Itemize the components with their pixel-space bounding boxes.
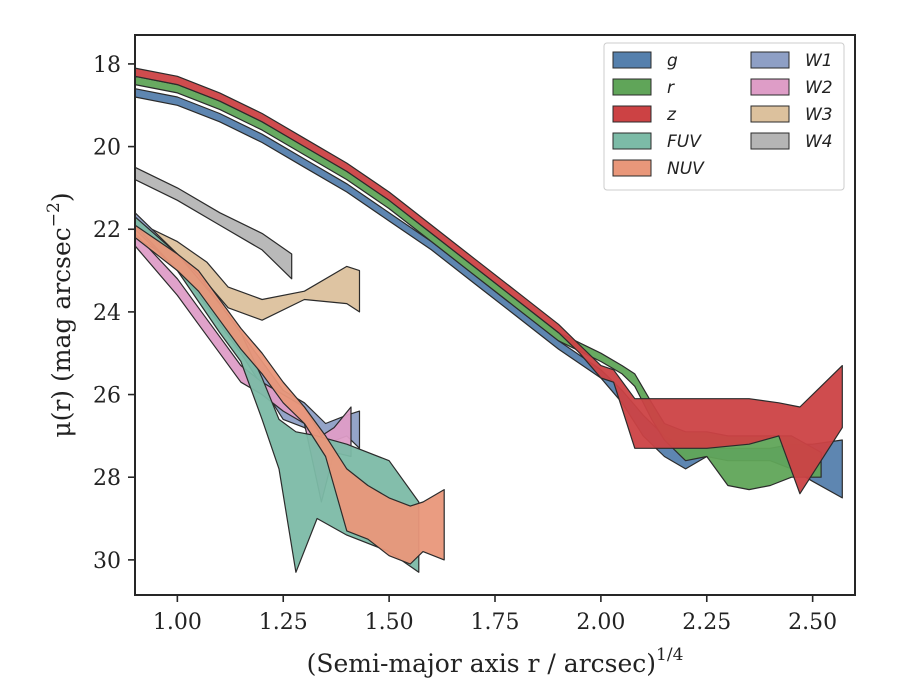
y-axis-ticks: 18 20 22 24 26 28 30 (93, 53, 135, 574)
legend-swatch-W1 (750, 51, 790, 69)
band-NUV (134, 224, 445, 565)
x-tick-label: 1.75 (471, 610, 520, 635)
y-axis-label: μ(r) (mag arcsec−2) (44, 192, 76, 437)
legend-swatch-FUV (612, 132, 652, 150)
legend-swatch-W4 (750, 132, 790, 150)
legend-swatch-r (612, 78, 652, 96)
legend-label-W4: W4 (805, 132, 833, 152)
legend-label-r: r (667, 78, 675, 98)
x-tick-label: 2.25 (682, 610, 731, 635)
y-tick-label: 28 (93, 466, 121, 491)
y-tick-label: 20 (93, 136, 121, 161)
legend-swatch-g (612, 51, 652, 69)
y-tick-label: 24 (93, 301, 121, 326)
x-tick-label: 2.50 (788, 610, 837, 635)
legend: grz FUV NUV W1 W2 W3 W4 (603, 42, 845, 191)
x-tick-label: 1.00 (153, 610, 202, 635)
y-tick-label: 26 (93, 384, 121, 409)
legend-label-W3: W3 (805, 105, 833, 125)
legend-label-NUV: NUV (667, 159, 705, 179)
legend-swatch-W2 (750, 78, 790, 96)
y-tick-label: 22 (93, 218, 121, 243)
legend-swatch-W3 (750, 105, 790, 123)
legend-label-FUV: FUV (667, 132, 702, 152)
x-tick-label: 2.00 (576, 610, 625, 635)
x-axis-label: (Semi-major axis r / arcsec)1/4 (307, 645, 684, 678)
x-axis-ticks: 1.00 1.25 1.50 1.75 2.00 2.25 2.50 (153, 595, 837, 635)
legend-swatch-z (612, 105, 652, 123)
y-tick-label: 18 (93, 53, 121, 78)
legend-label-z: z (666, 105, 677, 125)
band-z (134, 67, 843, 495)
data-bands (134, 67, 843, 573)
y-tick-label: 30 (93, 549, 121, 574)
legend-swatch-NUV (612, 159, 652, 177)
x-tick-label: 1.50 (365, 610, 414, 635)
legend-label-W1: W1 (805, 51, 833, 71)
legend-label-g: g (667, 51, 678, 71)
x-tick-label: 1.25 (259, 610, 308, 635)
legend-label-W2: W2 (805, 78, 833, 98)
band-W4 (134, 166, 293, 280)
